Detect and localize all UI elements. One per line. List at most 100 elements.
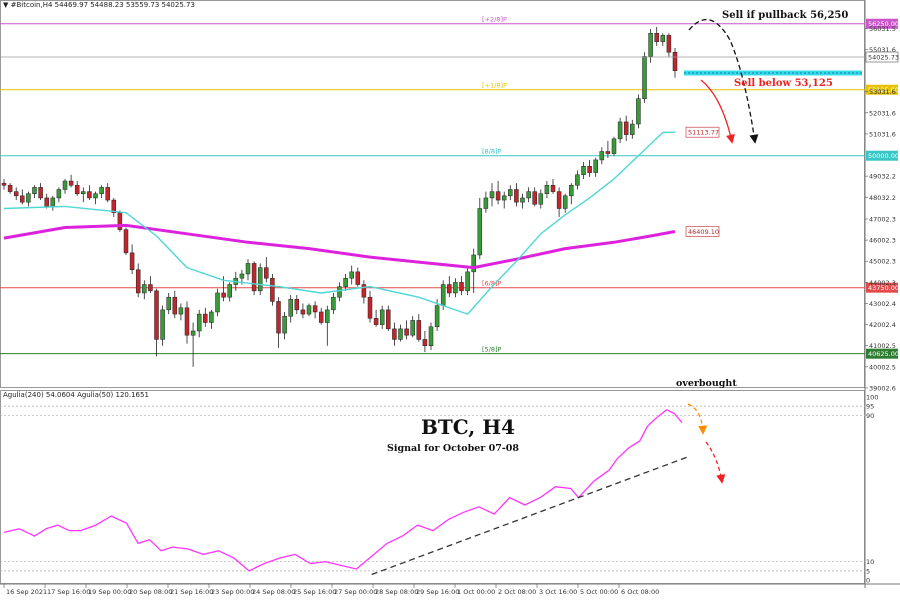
candle-body: [13, 191, 19, 197]
candle-body: [227, 284, 232, 298]
candle-body: [160, 309, 165, 340]
sma-value-label: 46409.10: [688, 228, 719, 236]
price-tick-label: 55031.6: [869, 46, 896, 54]
candle-body: [306, 305, 312, 315]
time-tick-label: 16 Sep 2021: [6, 588, 47, 596]
sell-below-arrow: [700, 79, 735, 144]
osc-tick-label: 5: [866, 567, 870, 575]
candle-body: [221, 292, 226, 298]
candle-body: [44, 197, 49, 207]
symbol-header: ▼ #Bitcoin,H4 54469.97 54488.23 53559.73…: [3, 1, 195, 9]
time-tick-label: 5 Oct 00:00: [580, 588, 618, 596]
price-tick-label: 43002.4: [869, 300, 896, 308]
time-tick-label: 25 Sep 16:00: [293, 588, 336, 596]
price-tick-label: 39002.6: [869, 384, 896, 392]
candle-body: [26, 193, 31, 203]
level-price-label: 56250.00: [868, 20, 899, 28]
candle-body: [581, 166, 586, 175]
candle-body: [373, 318, 379, 325]
candle-body: [203, 313, 208, 323]
candle-body: [318, 311, 324, 323]
candle-body: [630, 123, 635, 135]
sma-fast-line: [3, 131, 676, 315]
candle-body: [453, 282, 458, 294]
candle-body: [270, 277, 275, 302]
candle-body: [99, 187, 104, 194]
candle-body: [544, 185, 550, 194]
oscillator-trendline: [371, 456, 688, 576]
candle-body: [349, 271, 354, 279]
candle-body: [501, 195, 507, 201]
candle-body: [81, 191, 86, 194]
candle-body: [605, 151, 611, 154]
time-tick-label: 6 Oct 08:00: [621, 588, 659, 596]
candle-body: [654, 32, 659, 42]
level-name-label: [8/8]P: [482, 148, 502, 156]
candle-body: [666, 35, 672, 53]
candle-body: [386, 309, 391, 330]
candle-body: [251, 263, 257, 292]
candle-body: [282, 315, 287, 334]
candle-body: [74, 185, 80, 194]
candle-body: [20, 195, 25, 203]
overbought-label: overbought: [676, 378, 737, 389]
candle-body: [587, 166, 592, 173]
osc-tick-label: 0: [866, 577, 870, 585]
candle-body: [489, 191, 495, 199]
time-tick-label: 21 Sep 16:00: [170, 588, 213, 596]
candle-body: [660, 35, 666, 42]
candle-body: [367, 296, 373, 319]
level-price-box: [866, 18, 898, 29]
time-tick-label: 27 Sep 00:00: [334, 588, 377, 596]
price-tick-label: 53031.6: [869, 88, 896, 96]
time-tick-label: 28 Sep 08:00: [375, 588, 418, 596]
price-tick-label: 42002.4: [869, 321, 896, 329]
price-tick-label: 41002.5: [869, 342, 896, 350]
price-tick-label: 40002.5: [869, 363, 896, 371]
last-price-box: [865, 51, 899, 63]
candle-body: [123, 229, 129, 254]
candle-body: [422, 339, 428, 347]
sma-value-label: 51113.77: [688, 129, 719, 137]
osc-tick-label: 100: [866, 394, 878, 402]
candle-body: [184, 307, 190, 336]
candle-body: [331, 296, 336, 311]
price-tick-label: 48032.2: [869, 194, 896, 202]
candle-body: [50, 197, 56, 207]
level-name-label: [6/8]P: [482, 280, 502, 288]
candle-body: [343, 277, 348, 287]
candle-body: [434, 305, 440, 328]
candle-body: [623, 121, 629, 135]
candle-body: [361, 284, 367, 298]
candle-body: [459, 282, 464, 292]
candle-body: [111, 199, 117, 213]
candle-body: [300, 309, 306, 315]
oscillator-header: Agulia(240) 54.0604 Agulia(50) 120.1651: [3, 391, 149, 399]
candle-body: [154, 290, 159, 340]
level-price-label: 50000.00: [868, 152, 899, 160]
time-tick-label: 1 Oct 00:00: [457, 588, 495, 596]
candle-body: [648, 32, 653, 57]
time-tick-label: 2 Oct 08:00: [498, 588, 536, 596]
time-tick-label: 23 Sep 00:00: [211, 588, 254, 596]
level-name-label: [5/8]P: [482, 346, 502, 354]
candle-body: [569, 185, 574, 197]
candle-body: [440, 284, 446, 306]
candle-body: [471, 254, 476, 273]
price-tick-label: 44002.3: [869, 279, 896, 287]
candle-body: [178, 307, 184, 315]
osc-arrow-orange: [687, 403, 708, 435]
osc-tick-label: 90: [866, 412, 874, 420]
sell-pullback-label: Sell if pullback 56,250: [722, 10, 848, 21]
price-axis: 56031.5 55031.6 53031.6 52031.6 51031.6 49032…: [865, 25, 896, 392]
price-tick-label: 45002.3: [869, 258, 896, 266]
sma-slow-line: [3, 223, 676, 270]
time-tick-label: 24 Sep 08:00: [252, 588, 295, 596]
candle-body: [68, 180, 74, 186]
candle-body: [465, 271, 470, 292]
candle-body: [538, 193, 544, 205]
price-tick-label: 49032.2: [869, 173, 896, 181]
pullback-projection-arrow: [688, 19, 759, 144]
